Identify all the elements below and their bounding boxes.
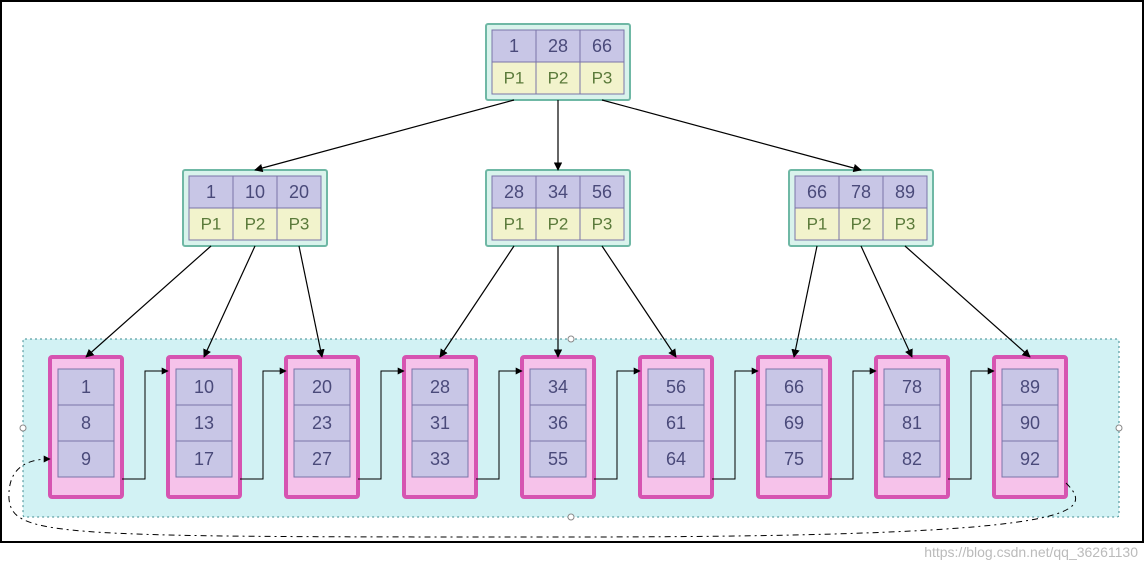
svg-text:75: 75	[784, 449, 804, 469]
svg-text:31: 31	[430, 413, 450, 433]
svg-text:P1: P1	[201, 214, 222, 233]
svg-text:1: 1	[206, 182, 216, 202]
root: 1 P1 28 P2 66 P3	[486, 24, 630, 100]
svg-text:28: 28	[504, 182, 524, 202]
svg-text:P3: P3	[895, 214, 916, 233]
svg-text:69: 69	[784, 413, 804, 433]
svg-text:55: 55	[548, 449, 568, 469]
svg-text:28: 28	[430, 377, 450, 397]
svg-text:34: 34	[548, 182, 568, 202]
svg-text:56: 56	[666, 377, 686, 397]
leaf.3: 28 31 33	[404, 357, 476, 497]
svg-text:78: 78	[851, 182, 871, 202]
svg-text:P1: P1	[504, 68, 525, 87]
leaf.8: 89 90 92	[994, 357, 1066, 497]
leaf.6: 66 69 75	[758, 357, 830, 497]
leaf.1: 10 13 17	[168, 357, 240, 497]
svg-text:1: 1	[81, 377, 91, 397]
svg-text:78: 78	[902, 377, 922, 397]
svg-text:66: 66	[807, 182, 827, 202]
leaf.5: 56 61 64	[640, 357, 712, 497]
svg-text:P3: P3	[592, 68, 613, 87]
svg-text:10: 10	[245, 182, 265, 202]
svg-text:64: 64	[666, 449, 686, 469]
svg-text:1: 1	[509, 36, 519, 56]
leaf.0: 1 8 9	[50, 357, 122, 497]
svg-text:8: 8	[81, 413, 91, 433]
svg-text:17: 17	[194, 449, 214, 469]
svg-text:20: 20	[312, 377, 332, 397]
svg-text:56: 56	[592, 182, 612, 202]
svg-text:P3: P3	[289, 214, 310, 233]
svg-text:20: 20	[289, 182, 309, 202]
svg-text:34: 34	[548, 377, 568, 397]
svg-text:82: 82	[902, 449, 922, 469]
svg-text:33: 33	[430, 449, 450, 469]
svg-text:23: 23	[312, 413, 332, 433]
svg-text:13: 13	[194, 413, 214, 433]
leaf.2: 20 23 27	[286, 357, 358, 497]
svg-text:66: 66	[592, 36, 612, 56]
svg-text:P2: P2	[851, 214, 872, 233]
svg-text:P2: P2	[548, 214, 569, 233]
svg-text:P2: P2	[548, 68, 569, 87]
svg-text:90: 90	[1020, 413, 1040, 433]
internal.1: 28 P1 34 P2 56 P3	[486, 170, 630, 246]
svg-text:9: 9	[81, 449, 91, 469]
svg-text:10: 10	[194, 377, 214, 397]
watermark: https://blog.csdn.net/qq_36261130	[924, 544, 1138, 560]
svg-text:P3: P3	[592, 214, 613, 233]
internal.2: 66 P1 78 P2 89 P3	[789, 170, 933, 246]
bplus-tree-diagram: 1 P1 28 P2 66 P3 1 P1 10 P2 20 P3 28 P1 34 P2 56 P3 66 P1 78…	[0, 0, 1144, 563]
svg-text:P1: P1	[807, 214, 828, 233]
svg-text:28: 28	[548, 36, 568, 56]
svg-text:89: 89	[1020, 377, 1040, 397]
internal.0: 1 P1 10 P2 20 P3	[183, 170, 327, 246]
svg-text:P1: P1	[504, 214, 525, 233]
svg-text:92: 92	[1020, 449, 1040, 469]
leaf.7: 78 81 82	[876, 357, 948, 497]
svg-text:66: 66	[784, 377, 804, 397]
svg-text:89: 89	[895, 182, 915, 202]
svg-text:81: 81	[902, 413, 922, 433]
svg-text:61: 61	[666, 413, 686, 433]
svg-text:27: 27	[312, 449, 332, 469]
svg-text:36: 36	[548, 413, 568, 433]
svg-text:P2: P2	[245, 214, 266, 233]
leaf.4: 34 36 55	[522, 357, 594, 497]
